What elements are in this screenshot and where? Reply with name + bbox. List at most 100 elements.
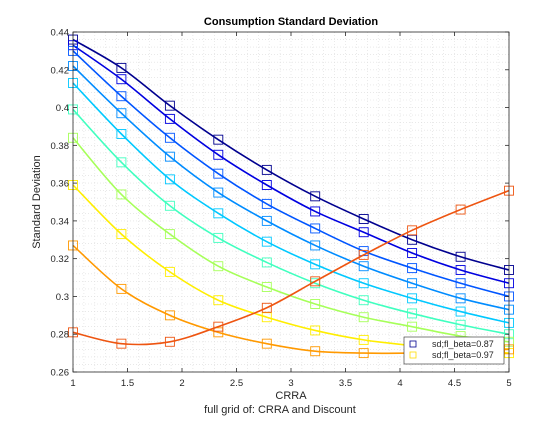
legend-box — [403, 336, 505, 365]
data-point-marker — [407, 263, 418, 274]
data-point-marker — [261, 338, 272, 349]
data-point-marker — [261, 180, 272, 190]
data-point-marker — [261, 302, 272, 313]
series-line — [72, 82, 510, 324]
data-point-marker — [407, 248, 418, 258]
ticks: 1 1.5 2 2.5 3 3.5 4 4.5 5 0.26 0.28 0.3 0.32 0.34 0.36… — [51, 28, 512, 390]
data-point-marker — [213, 295, 224, 306]
data-point-marker — [261, 164, 272, 175]
data-point-marker — [310, 346, 321, 357]
data-point-marker — [213, 232, 224, 243]
x-tick-label: 3 — [288, 378, 293, 389]
data-point-marker — [310, 299, 321, 309]
x-tick-label: 4 — [397, 378, 402, 389]
data-point-marker — [213, 149, 224, 160]
data-point-marker — [407, 308, 418, 319]
data-point-marker — [261, 257, 272, 268]
x-tick-label: 1.5 — [121, 378, 134, 389]
data-point-marker — [358, 214, 369, 224]
data-point-marker — [407, 225, 418, 236]
series-line — [72, 108, 510, 336]
x-tick-label: 5 — [506, 378, 511, 389]
y-tick-label: 0.3 — [56, 292, 69, 303]
data-point-marker — [455, 293, 466, 304]
data-point-marker — [116, 338, 127, 349]
chart-title: Consumption Standard Deviation — [204, 16, 378, 28]
data-point-marker — [358, 348, 369, 359]
data-point-marker — [407, 293, 418, 304]
data-point-marker — [213, 168, 224, 179]
data-point-marker — [116, 189, 127, 200]
data-point-marker — [116, 129, 127, 139]
data-point-marker — [116, 283, 127, 294]
data-point-marker — [455, 265, 466, 275]
legend-marker-0 — [409, 340, 417, 348]
data-point-marker — [261, 236, 272, 247]
y-tick-label: 0.32 — [51, 254, 70, 265]
y-tick-label: 0.44 — [51, 28, 70, 39]
data-point-marker — [358, 312, 369, 323]
data-point-marker — [407, 321, 418, 332]
data-point-marker — [358, 261, 369, 272]
data-point-marker — [164, 229, 175, 240]
data-point-marker — [358, 227, 369, 238]
data-point-marker — [455, 204, 466, 215]
series-line — [72, 189, 510, 346]
series-line — [72, 65, 510, 311]
data-point-marker — [358, 249, 369, 260]
data-point-marker — [310, 325, 321, 336]
y-tick-label: 0.4 — [56, 103, 69, 114]
data-point-marker — [455, 251, 466, 262]
data-point-marker — [213, 208, 224, 219]
x-tick-label: 3.5 — [339, 378, 352, 389]
data-point-marker — [358, 334, 369, 345]
data-point-marker — [116, 91, 127, 102]
data-point-marker — [213, 187, 224, 198]
data-point-marker — [455, 319, 466, 330]
data-point-marker — [164, 200, 175, 211]
data-point-marker — [164, 113, 175, 124]
legend-marker-1 — [409, 351, 417, 359]
data-point-marker — [310, 206, 321, 217]
data-point-marker — [310, 240, 321, 251]
series-line — [72, 50, 510, 298]
data-point-marker — [358, 295, 369, 306]
data-point-marker — [164, 100, 175, 111]
data-point-marker — [116, 108, 127, 119]
data-point-marker — [213, 321, 224, 332]
y-tick-label: 0.38 — [51, 141, 70, 152]
data-point-marker — [116, 157, 127, 168]
data-point-marker — [261, 198, 272, 209]
data-point-marker — [116, 62, 127, 73]
data-point-marker — [310, 259, 321, 270]
legend-label-1: sd;fl_beta=0.97 — [432, 350, 494, 360]
grid — [73, 32, 509, 372]
data-point-marker — [164, 174, 175, 185]
y-tick-label: 0.42 — [51, 65, 70, 76]
data-point-marker — [261, 282, 272, 292]
data-point-marker — [116, 74, 127, 85]
data-point-marker — [310, 276, 321, 287]
series-line — [72, 44, 510, 284]
legend: sd;fl_beta=0.87 sd;fl_beta=0.97 — [403, 336, 505, 365]
y-tick-label: 0.34 — [51, 216, 70, 227]
data-point-marker — [164, 266, 175, 277]
data-point-marker — [261, 215, 272, 226]
x-axis-label: CRRA — [275, 390, 307, 402]
series-3 — [68, 61, 514, 315]
x-tick-label: 2.5 — [230, 378, 243, 389]
legend-label-0: sd;fl_beta=0.87 — [432, 339, 494, 349]
data-point-marker — [407, 278, 418, 289]
data-point-marker — [213, 261, 224, 272]
footer-caption: full grid of: CRRA and Discount — [204, 404, 356, 416]
series-line — [72, 137, 510, 343]
data-point-marker — [164, 310, 175, 321]
y-axis-label: Standard Deviation — [31, 155, 43, 249]
data-point-marker — [213, 327, 224, 338]
data-point-marker — [455, 278, 466, 289]
y-tick-label: 0.36 — [51, 179, 70, 190]
series-0 — [68, 34, 514, 275]
x-tick-label: 1 — [70, 378, 75, 389]
